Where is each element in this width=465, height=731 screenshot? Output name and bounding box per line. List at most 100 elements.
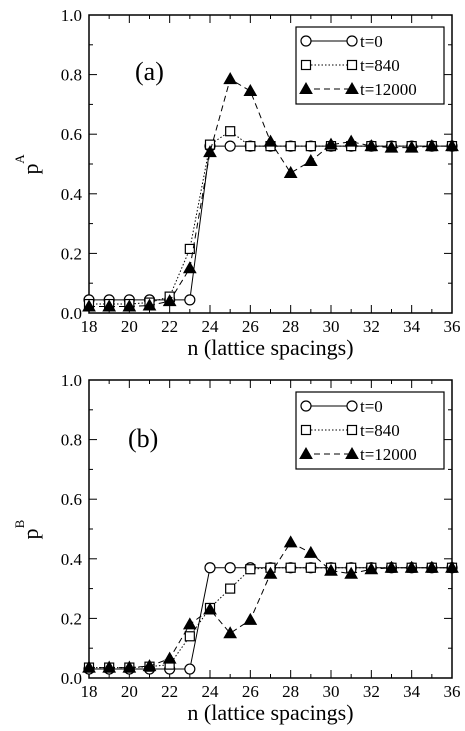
legend-entry: t=12000: [299, 445, 417, 464]
legend-marker: [300, 400, 312, 412]
data-point: [184, 294, 196, 306]
legend-marker: [299, 81, 313, 94]
y-tick-labels: 0.0 0.2 0.4 0.6 0.8 1.0: [61, 6, 83, 323]
data-point: [384, 140, 399, 153]
y-tick-label: 0.4: [61, 550, 83, 569]
x-axis-label: n (lattice spacings): [187, 700, 353, 725]
x-tick-label: 32: [363, 682, 380, 701]
series-t=840: [83, 562, 458, 673]
x-tick-label: 34: [403, 682, 421, 701]
y-tick-label: 0.2: [61, 609, 82, 628]
data-point: [203, 145, 217, 158]
x-tick-label: 36: [444, 682, 461, 701]
data-point: [182, 261, 197, 274]
data-point: [142, 659, 157, 672]
data-point: [283, 535, 298, 548]
series-line: [89, 145, 452, 301]
data-point: [184, 243, 195, 255]
data-point: [184, 631, 195, 642]
x-tick-label: 28: [282, 317, 299, 336]
data-point: [243, 83, 258, 96]
legend-box: [295, 26, 445, 105]
data-point: [263, 566, 278, 579]
panel-a: 18 20 22 24 26 28 30 32 34 36 0.00.20.40.60.81.0 …: [12, 6, 461, 360]
data-point: [182, 617, 197, 630]
legend-marker: [346, 35, 358, 47]
data-point: [225, 583, 236, 594]
axis-ticks: [88, 379, 453, 679]
data-point: [204, 562, 216, 574]
legend-label: t=0: [360, 32, 383, 51]
series-line: [89, 78, 452, 307]
legend-box: [295, 391, 445, 470]
legend-marker: [300, 35, 312, 47]
y-tick-label: 0.6: [61, 490, 82, 509]
data-point: [245, 141, 256, 152]
data-point: [203, 602, 217, 615]
data-point: [305, 562, 316, 573]
data-point: [364, 562, 379, 575]
data-point: [245, 564, 256, 575]
x-tick-label: 20: [121, 317, 138, 336]
x-tick-label: 18: [81, 317, 98, 336]
x-tick-label: 28: [282, 682, 299, 701]
y-axis-label-superscript: A: [12, 154, 27, 164]
x-tick-label: 18: [81, 682, 98, 701]
legend-entry: t=0: [300, 397, 383, 416]
x-tick-label: 30: [323, 682, 340, 701]
legend-label: t=840: [360, 56, 400, 75]
data-point: [384, 560, 399, 573]
data-point: [445, 560, 459, 573]
data-point: [223, 72, 238, 85]
axis-ticks: [88, 14, 453, 314]
x-tick-label: 22: [161, 682, 178, 701]
panel-b: 18 20 22 24 26 28 30 32 34 36 0.00.20.40.60.81.0 …: [12, 371, 461, 725]
data-point: [243, 612, 258, 625]
data-point: [283, 165, 298, 178]
data-point: [122, 299, 137, 312]
y-tick-labels: 0.0 0.2 0.4 0.6 0.8 1.0: [61, 371, 83, 688]
y-axis-label-main: p: [18, 529, 43, 540]
panel-tag: (b): [128, 424, 158, 453]
x-tick-label: 24: [202, 682, 220, 701]
legend-label: t=12000: [360, 80, 417, 99]
y-tick-label: 0.8: [61, 431, 82, 450]
data-point: [445, 139, 459, 152]
data-point: [303, 545, 318, 558]
data-point: [364, 139, 379, 152]
x-tick-label: 26: [242, 682, 259, 701]
series-t=12000: [82, 72, 459, 312]
x-tick-label: 22: [161, 317, 178, 336]
y-tick-label: 0.2: [61, 244, 82, 263]
legend-marker: [346, 424, 358, 436]
y-axis-label: p: [18, 529, 43, 540]
data-point: [162, 651, 177, 664]
data-point: [404, 560, 419, 573]
y-axis-label: p: [18, 164, 43, 175]
data-point: [424, 139, 439, 152]
y-tick-label: 0.4: [61, 185, 83, 204]
series-t=0: [83, 140, 458, 306]
data-point: [223, 626, 238, 639]
data-point: [102, 660, 117, 673]
data-point: [224, 140, 236, 152]
legend-marker: [346, 59, 358, 71]
legend-marker: [300, 424, 312, 436]
legend-marker: [346, 400, 358, 412]
x-tick-label: 26: [242, 317, 259, 336]
data-point: [404, 140, 419, 153]
data-point: [184, 663, 196, 675]
data-point: [324, 137, 338, 150]
legend: t=0 t=840 t=12000: [295, 26, 445, 105]
data-point: [142, 298, 157, 311]
x-tick-labels: 18 20 22 24 26 28 30 32 34 36: [81, 317, 461, 336]
data-point: [263, 134, 278, 147]
data-point: [122, 660, 137, 673]
legend-entry: t=0: [300, 32, 383, 51]
data-point: [324, 563, 338, 576]
y-tick-label: 0.0: [61, 304, 82, 323]
data-point: [162, 294, 177, 307]
y-axis-label-superscript: B: [12, 519, 27, 528]
data-point: [344, 134, 359, 147]
x-tick-label: 30: [323, 317, 340, 336]
